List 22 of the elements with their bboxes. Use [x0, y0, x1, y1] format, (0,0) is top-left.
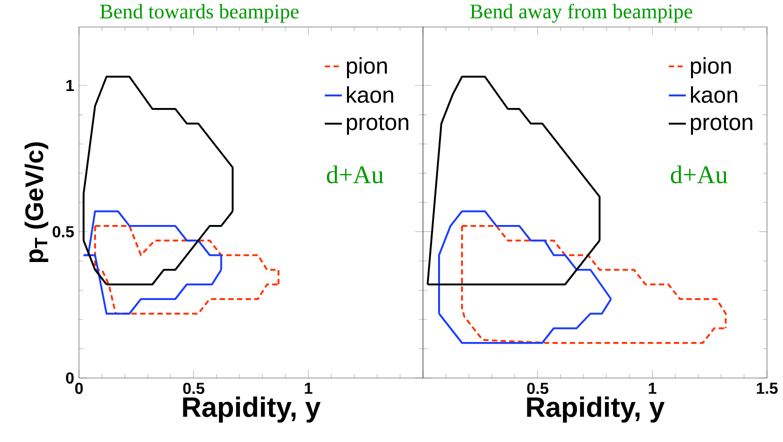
x-tick-label: 0.5 — [183, 382, 204, 394]
chart-title: Bend away from beampipe — [470, 4, 692, 23]
chart-title: Bend towards beampipe — [100, 4, 299, 23]
legend-label: kaon — [690, 86, 738, 103]
x-tick-label: 0.5 — [527, 382, 548, 394]
annotation: d+Au — [326, 166, 384, 184]
x-axis-title: Rapidity, y — [527, 396, 665, 423]
legend-label: proton — [690, 115, 752, 135]
x-axis-title: Rapidity, y — [183, 396, 321, 423]
x-tick-label: 1.5 — [756, 382, 778, 394]
y-tick-label: 1 — [66, 80, 74, 91]
annotation: d+Au — [670, 166, 728, 184]
x-tick-label: 1 — [304, 382, 312, 394]
legend-label: pion — [690, 57, 731, 78]
x-tick-label: 0 — [75, 382, 83, 394]
legend-label: kaon — [347, 86, 394, 103]
x-tick-label: 1 — [648, 382, 656, 394]
legend-label: proton — [346, 115, 408, 135]
legend-label: pion — [346, 57, 387, 78]
y-tick-label: 0 — [66, 372, 74, 384]
y-axis-title: p$_{T}$ (GeV/c) — [24, 142, 48, 262]
y-tick-label: 0.5 — [52, 226, 74, 238]
